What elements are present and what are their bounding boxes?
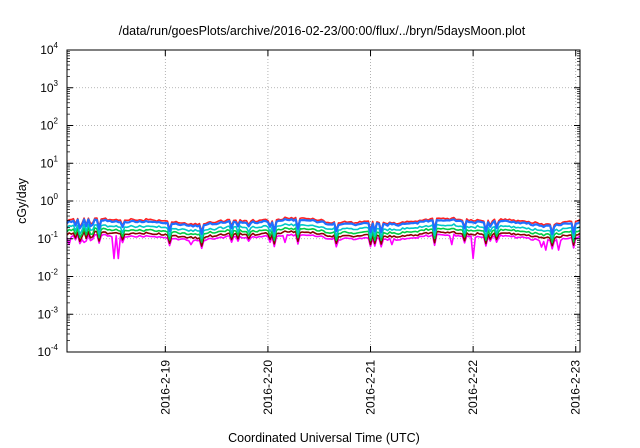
y-tick-label: 10-4	[38, 343, 59, 359]
y-tick-label: 10-1	[38, 230, 59, 246]
y-tick-exponent: -3	[51, 305, 59, 314]
y-tick-exponent: -1	[51, 230, 59, 239]
y-tick-label: 104	[40, 41, 58, 57]
series-line	[66, 226, 581, 244]
grid	[67, 50, 580, 352]
y-tick-exponent: 1	[54, 154, 59, 163]
y-tick-base: 10	[40, 156, 54, 170]
y-axis-label: cGy/day	[15, 177, 29, 224]
y-tick-base: 10	[40, 81, 54, 95]
series-line	[66, 223, 581, 240]
series-line	[66, 230, 581, 247]
x-tick-label: 2016-2-19	[158, 360, 172, 415]
y-tick-exponent: 2	[54, 117, 59, 126]
x-tick-label: 2016-2-20	[261, 360, 275, 415]
y-tick-exponent: 0	[54, 192, 59, 201]
series-group	[66, 216, 581, 260]
y-tick-exponent: -4	[51, 343, 59, 352]
x-axis-label: Coordinated Universal Time (UTC)	[228, 431, 420, 445]
series-line	[66, 218, 581, 236]
y-tick-label: 100	[40, 192, 58, 208]
y-tick-base: 10	[38, 345, 52, 359]
y-tick-label: 103	[40, 79, 58, 95]
y-tick-base: 10	[40, 43, 54, 57]
y-tick-label: 102	[40, 117, 58, 133]
y-tick-label: 10-2	[38, 268, 59, 284]
x-tick-labels: 2016-2-19 2016-2-20 2016-2-21 2016-2-22 2016…	[158, 360, 582, 415]
x-tick-label: 2016-2-22	[466, 360, 480, 415]
y-tick-base: 10	[40, 119, 54, 133]
plot-frame	[66, 49, 581, 353]
y-tick-exponent: 3	[54, 79, 59, 88]
y-tick-base: 10	[38, 232, 52, 246]
ticks	[67, 49, 580, 353]
y-tick-base: 10	[40, 194, 54, 208]
y-tick-label: 101	[40, 154, 58, 170]
y-tick-exponent: -2	[51, 268, 59, 277]
y-tick-base: 10	[38, 270, 52, 284]
y-tick-base: 10	[38, 307, 52, 321]
x-tick-label: 2016-2-23	[569, 360, 583, 415]
series-line	[66, 216, 581, 233]
chart-title: /data/run/goesPlots/archive/2016-02-23/0…	[119, 24, 526, 38]
y-tick-exponent: 4	[54, 41, 59, 50]
x-tick-label: 2016-2-21	[364, 360, 378, 415]
y-tick-label: 10-3	[38, 305, 59, 321]
series-line	[66, 233, 581, 260]
